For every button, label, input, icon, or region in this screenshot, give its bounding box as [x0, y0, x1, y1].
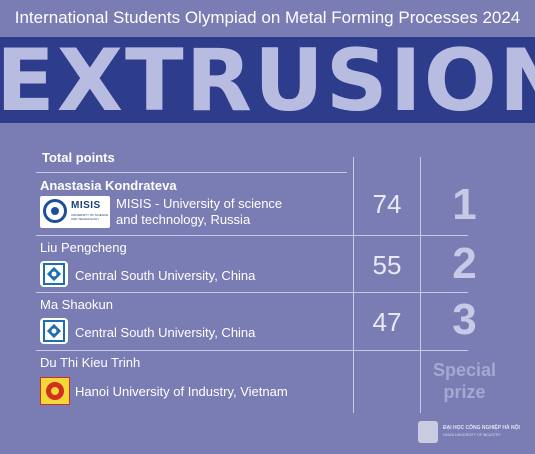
- points-value: 74: [372, 189, 402, 219]
- place-number: 1: [452, 180, 477, 229]
- page-title: International Students Olympiad on Metal…: [14, 8, 521, 27]
- haui-footer-logo-icon: [418, 421, 438, 443]
- csu-logo-icon: [40, 318, 68, 344]
- divider-row-2: [36, 292, 468, 293]
- divider-row-3: [36, 350, 468, 351]
- total-points-header: Total points: [42, 150, 115, 165]
- participant-name: Anastasia Kondrateva: [40, 178, 177, 193]
- table-row: Ma Shaokun Central South University, Chi…: [36, 293, 508, 350]
- extrusion-banner: EXTRUSION: [0, 37, 535, 123]
- university-name: Hanoi University of Industry, Vietnam: [75, 384, 288, 399]
- results-table: Total points Anastasia Kondrateva MISIS …: [36, 143, 508, 415]
- points-value: 47: [372, 307, 402, 337]
- university-name: MISIS - University of science and techno…: [116, 196, 283, 227]
- university-name: Central South University, China: [75, 268, 256, 283]
- haui-logo-icon: [40, 377, 70, 405]
- place-number: 2: [452, 239, 477, 288]
- university-name: Central South University, China: [75, 325, 256, 340]
- csu-logo-icon: [40, 261, 68, 287]
- table-row: Du Thi Kieu Trinh Hanoi University of In…: [36, 351, 508, 415]
- place-number: 3: [452, 295, 477, 344]
- divider-row-1: [36, 235, 468, 236]
- banner-text: EXTRUSION: [0, 37, 535, 123]
- table-row: Anastasia Kondrateva MISIS UNIVERSITY OF…: [36, 173, 508, 235]
- table-row: Liu Pengcheng Central South University, …: [36, 236, 508, 292]
- participant-name: Du Thi Kieu Trinh: [40, 355, 141, 370]
- misis-logo-icon: MISIS UNIVERSITY OF SCIENCE AND TECHNOLO…: [40, 196, 110, 228]
- divider-col-place: [420, 157, 421, 413]
- footer-university: ĐẠI HỌC CÔNG NGHIỆP HÀ NỘI: [443, 425, 520, 431]
- participant-name: Liu Pengcheng: [40, 240, 127, 255]
- participant-name: Ma Shaokun: [40, 297, 113, 312]
- footer-university-en: HANOI UNIVERSITY OF INDUSTRY: [443, 433, 501, 437]
- special-prize-label: Special prize: [432, 360, 497, 402]
- points-value: 55: [372, 250, 402, 280]
- divider-header: [36, 172, 347, 173]
- divider-col-points: [353, 157, 354, 413]
